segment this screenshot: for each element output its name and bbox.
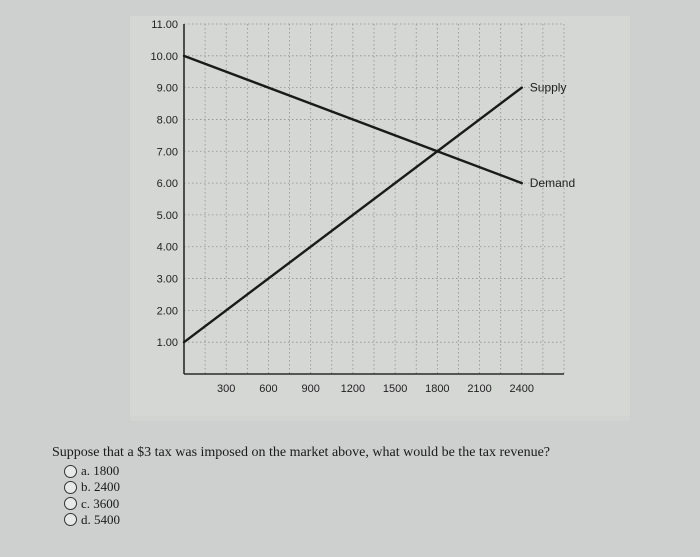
- supply-demand-chart: 1.00 2.00 3.00 4.00 5.00 6.00 7.00 8.00 9.00 10.0…: [130, 16, 630, 421]
- option-label-c: c. 3600: [81, 496, 119, 512]
- svg-text:5.00: 5.00: [157, 210, 178, 222]
- svg-text:11.00: 11.00: [151, 19, 178, 31]
- option-label-d: d. 5400: [81, 512, 120, 528]
- supply-label: Supply: [530, 81, 567, 95]
- svg-text:9.00: 9.00: [157, 83, 178, 95]
- option-c[interactable]: c. 3600: [64, 496, 680, 512]
- question-text: Suppose that a $3 tax was imposed on the…: [52, 445, 680, 461]
- svg-text:6.00: 6.00: [157, 178, 178, 190]
- radio-c[interactable]: [64, 497, 77, 510]
- svg-text:2400: 2400: [510, 383, 534, 395]
- radio-a[interactable]: [64, 465, 77, 478]
- svg-text:8.00: 8.00: [157, 114, 178, 126]
- radio-d[interactable]: [64, 513, 77, 526]
- chart-svg: 1.00 2.00 3.00 4.00 5.00 6.00 7.00 8.00 9.00 10.0…: [130, 16, 630, 416]
- svg-text:1800: 1800: [425, 383, 449, 395]
- radio-b[interactable]: [64, 481, 77, 494]
- svg-text:2.00: 2.00: [157, 305, 178, 317]
- demand-label: Demand: [530, 176, 575, 190]
- option-d[interactable]: d. 5400: [64, 512, 680, 528]
- option-label-b: b. 2400: [81, 479, 120, 495]
- svg-text:1200: 1200: [341, 383, 365, 395]
- svg-text:10.00: 10.00: [150, 51, 178, 63]
- svg-text:900: 900: [301, 383, 319, 395]
- svg-text:4.00: 4.00: [157, 242, 178, 254]
- answer-options: a. 1800b. 2400c. 3600d. 5400: [64, 463, 680, 528]
- option-a[interactable]: a. 1800: [64, 463, 680, 479]
- option-b[interactable]: b. 2400: [64, 479, 680, 495]
- svg-text:1.00: 1.00: [157, 337, 178, 349]
- svg-text:2100: 2100: [467, 383, 491, 395]
- svg-text:7.00: 7.00: [157, 146, 178, 158]
- svg-text:3.00: 3.00: [157, 274, 178, 286]
- svg-text:600: 600: [259, 383, 277, 395]
- option-label-a: a. 1800: [81, 463, 119, 479]
- svg-text:1500: 1500: [383, 383, 407, 395]
- svg-text:300: 300: [217, 383, 235, 395]
